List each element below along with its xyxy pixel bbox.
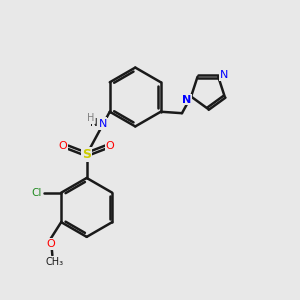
Text: O: O [46, 239, 55, 249]
Text: N: N [98, 119, 107, 129]
Text: N: N [182, 94, 191, 104]
Text: O: O [59, 141, 68, 151]
Text: S: S [82, 148, 91, 161]
Text: O: O [106, 141, 115, 151]
Text: NH: NH [91, 118, 106, 128]
Text: Cl: Cl [31, 188, 41, 198]
Text: CH₃: CH₃ [46, 257, 64, 267]
Text: H: H [87, 113, 94, 123]
Text: N: N [220, 70, 228, 80]
